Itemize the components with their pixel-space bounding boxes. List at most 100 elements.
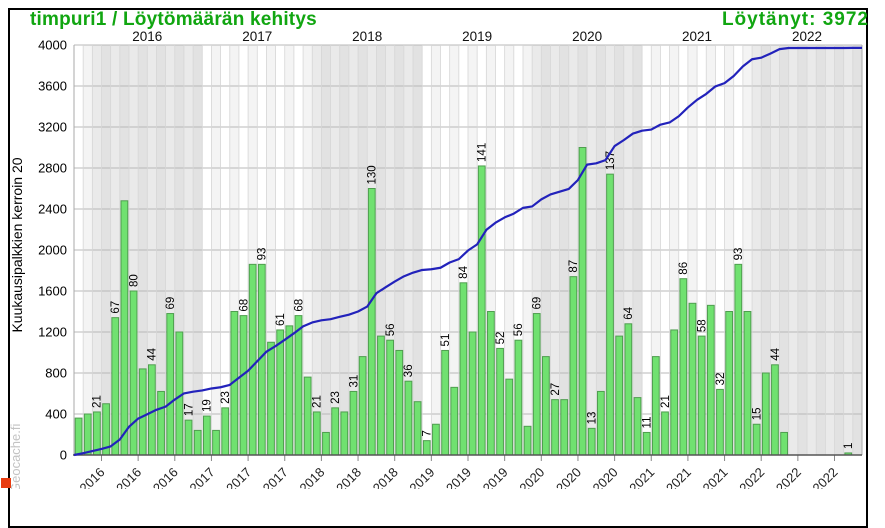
watermark: Geocache.fi [8,424,23,489]
month-bar [496,347,504,456]
month-bar [184,419,193,456]
x-grid-group [73,45,863,455]
bar-labels-group: 21 67 80 44 69 17 19 23 68 93 61 68 21 23 31 130 56 36 7 51… [92,143,855,449]
found-count-label: Löytänyt: 3972 [721,9,869,30]
year-label: 2016 [132,29,162,44]
x-tick-label: 2.2020 [509,465,548,489]
month-bar [138,368,147,456]
bar-value-label: 130 [367,165,379,184]
month-bar [157,390,165,456]
month-bar [542,356,550,456]
chart-title: timpuri1 / Löytömäärän kehitys [30,9,317,30]
year-label: 2018 [352,29,382,44]
x-tick-label: 10.2018 [357,465,401,489]
month-bar [441,349,449,456]
bar-value-label: 87 [568,260,580,273]
y-tick-label: 1200 [38,325,67,340]
x-tick-label: 10.2017 [247,465,291,489]
bar-value-label: 44 [770,347,782,360]
y-tick-label: 1600 [38,284,67,299]
bar-value-label: 61 [275,313,287,326]
month-bar [221,407,230,456]
x-tick-label: 6.2022 [765,465,804,489]
year-label: 2020 [572,29,602,44]
bar-value-label: 51 [440,334,452,347]
month-bar [551,399,559,456]
bar-value-label: 7 [422,430,434,436]
month-bar [322,431,330,456]
bar-value-label: 23 [330,391,342,404]
x-tick-label: 10.2020 [577,465,621,489]
x-tick-label: 2.2021 [619,465,658,489]
bar-value-label: 52 [495,332,507,345]
red-corner-marker [1,478,11,488]
bar-value-label: 64 [623,306,635,319]
x-tick-label: 10.2022 [797,465,841,489]
year-labels-group: 2016 2017 2018 2019 2020 2021 2022 [132,29,822,44]
x-tick-label: 10.2019 [467,465,511,489]
x-ticks-group: 2.20166.201610.20162.20176.201710.20172.… [69,455,841,489]
month-bar [83,413,92,456]
bar-value-label: 11 [641,416,653,428]
month-bar [193,429,202,456]
x-tick-label: 2.2019 [399,465,438,489]
year-label: 2021 [682,29,712,44]
month-bar [752,423,761,456]
bar-value-label: 31 [348,375,360,388]
y-tick-label: 0 [60,448,67,463]
x-tick-label: 6.2021 [655,465,694,489]
month-bar [331,407,340,456]
month-bar [432,423,440,456]
year-label: 2019 [462,29,492,44]
x-tick-label: 6.2019 [435,465,474,489]
bar-value-label: 27 [550,383,562,396]
month-bar [166,313,175,456]
y-tick-label: 2000 [38,243,67,258]
x-tick-label: 2.2016 [69,465,108,489]
y-axis-title: Kuukausipalkkien kerroin 20 [9,157,25,332]
month-bar [422,440,431,456]
month-bar [560,399,569,456]
y-tick-label: 4000 [38,38,67,53]
month-bar [276,329,285,456]
bar-value-label: 69 [532,297,544,310]
month-bar [468,331,477,456]
y-tick-label: 800 [45,366,67,381]
month-bar [413,401,422,456]
bar-value-label: 141 [477,143,489,162]
month-bar [688,302,697,456]
x-tick-label: 2.2022 [729,465,768,489]
month-bar [569,276,578,456]
bar-value-label: 13 [586,412,598,425]
month-bar [248,263,257,456]
x-tick-label: 2.2017 [179,465,218,489]
month-bar [175,331,184,456]
y-tick-label: 3200 [38,120,67,135]
bar-value-label: 17 [183,403,195,416]
month-bar [129,290,138,456]
month-bar [340,411,349,456]
month-bar [780,431,788,456]
y-tick-label: 2400 [38,202,67,217]
month-bar [267,341,275,456]
month-bar [477,165,486,456]
month-bar [651,356,660,456]
bar-value-label: 23 [220,391,232,404]
bar-value-label: 93 [257,248,269,261]
bar-value-label: 21 [92,395,104,408]
month-bar [661,411,669,456]
bar-value-label: 93 [733,248,745,261]
chart-canvas: 0 400 800 1200 1600 2000 2400 2800 3200 3600 4000 2… [1,29,863,489]
x-tick-label: 6.2020 [545,465,584,489]
month-bar [450,386,459,456]
x-tick-label: 6.2016 [106,465,145,489]
month-bar [294,315,303,456]
month-bar [212,429,220,456]
month-bar [303,376,312,456]
month-bar [734,263,743,456]
month-bar [578,147,587,456]
bar-value-label: 36 [403,364,415,377]
x-tick-label: 2.2018 [289,465,328,489]
month-bar [743,311,752,456]
month-bar [404,380,413,456]
